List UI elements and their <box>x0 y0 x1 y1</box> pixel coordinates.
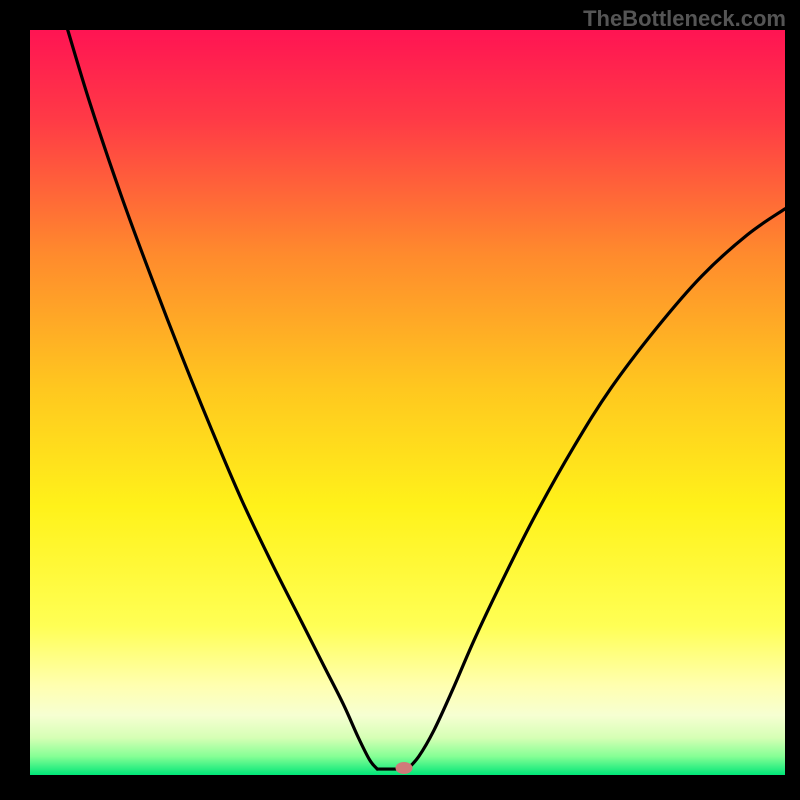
chart-plot-area <box>30 30 785 775</box>
source-watermark: TheBottleneck.com <box>583 6 786 32</box>
bottleneck-curve <box>30 30 785 775</box>
optimum-marker <box>395 762 412 774</box>
